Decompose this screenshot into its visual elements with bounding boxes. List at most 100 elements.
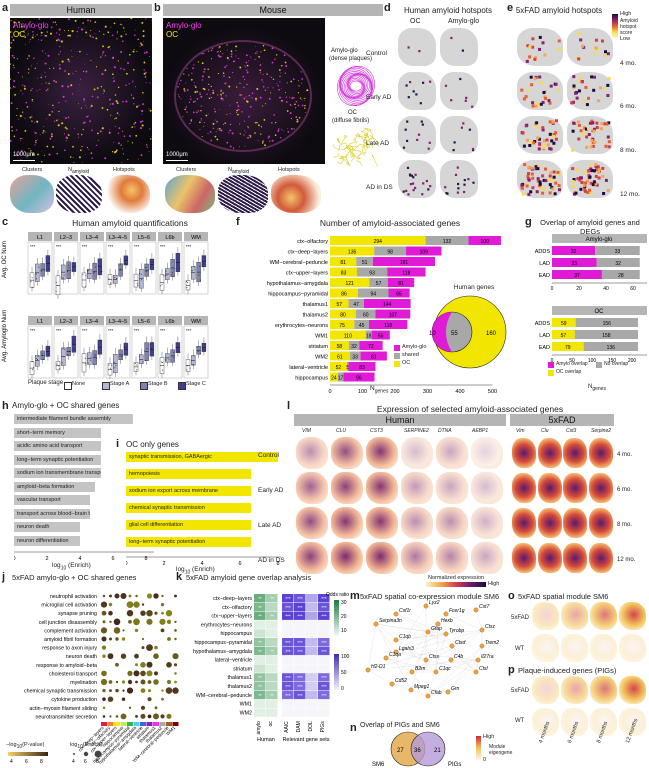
hotspot-dot [548,101,552,105]
hotspot-dots [452,122,475,152]
plaque-dot [207,68,209,70]
plaque-dot [52,146,54,148]
hotspot-dot [527,172,530,176]
layer-label: L6b [165,319,174,325]
hotspot-dot [456,191,459,194]
hotspot-dot [580,80,584,84]
hotspot-dot [543,143,546,147]
plaque-dot [301,78,304,80]
human-expression-tile [436,472,468,504]
plaque-dot [46,31,48,33]
plaque-dot [101,107,104,109]
plaque-dot [235,86,238,88]
plaque-dot [229,113,231,115]
point [33,367,34,369]
plaque-dot [183,88,186,90]
point [138,356,140,358]
plaque-dot [98,139,100,141]
plaque-dot [110,103,111,105]
j-dot [107,653,114,660]
layer-header [132,316,156,325]
m-gene-label: Fcer1g [449,608,465,614]
plaque-dot [40,34,42,36]
j-dot [115,715,119,718]
point [202,265,204,267]
hotspot-dot [583,126,587,130]
hotspot-dot [422,182,425,185]
plaque-dot [36,120,39,123]
plaque-dot [213,108,216,110]
plaque-dot [68,34,71,37]
human-expression-tile [331,507,363,539]
hotspot-dot [552,133,556,137]
hotspot-dot [532,141,536,145]
scale-label: 1000μm [13,152,35,158]
plaque-dot [141,21,144,24]
plaque-dot [145,51,148,54]
hotspot-dot [548,147,552,151]
plaque-dot [144,76,147,78]
plaque-dot [11,54,14,57]
plaque-dot [238,108,240,111]
plaque-dot [23,85,26,88]
m-gene-label: C1qb [399,634,411,640]
hotspot-dot [571,100,575,104]
hotspot-dot [406,139,409,142]
legend-swatch [596,362,602,368]
plaque-dot [197,61,199,63]
j-dot [140,713,146,719]
j-dot [154,645,158,650]
hotspot-dot [538,47,541,51]
j-dot [133,601,140,608]
plaque-dot [67,18,70,21]
point [92,272,94,274]
plaque-dot [58,102,60,104]
k-cell-green [254,664,266,673]
plaque-dot [100,86,102,88]
plaque-ring [340,71,372,101]
f-row-label: WM−cerebral−peduncle [270,260,328,266]
plaque-dot [57,38,60,40]
k-cell-green [266,611,278,620]
j-dot [135,663,138,667]
hotspot-dot [575,168,579,172]
mouse-expression-tile [537,473,562,503]
plaque-dot [194,85,196,87]
plaque-dot [10,63,11,65]
g-tick: 0 [551,358,554,364]
j-dot [128,706,132,709]
fibril-stroke [336,137,341,152]
plaque-dot [136,50,138,52]
hotspot-dot [427,147,430,150]
plaque-dot [87,19,89,22]
point [150,266,152,267]
fibril-stroke [347,141,362,157]
k-cell-purple [282,602,294,612]
hotspot-dot [530,141,534,145]
hotspot-dot [572,121,576,125]
plaque-dot [220,95,222,97]
fibril-stroke [337,153,348,165]
plaque-dot [115,149,118,152]
j-dot [174,594,177,598]
legend-label: Stage C [186,381,206,387]
h-bar: long−term synaptic potentiation [14,454,102,465]
g-nooverlap-bar [574,330,638,339]
m-gene-label: Lyz2 [429,600,440,606]
point [166,274,168,276]
f-bar-value: 81 [398,281,404,287]
k-cell-purple [318,638,330,647]
hotspot-dots [520,163,561,196]
fibril-stroke [371,154,378,166]
k-cell-purple [306,629,318,638]
plaque-dot [262,105,264,107]
plaque-dot [146,146,148,148]
hotspot-dot [603,86,606,90]
k-cell-purple [294,690,306,700]
plaque-dot [34,35,36,37]
plaque-dot [218,47,220,49]
f-bar-segment [330,351,350,361]
plaque-dot [255,99,257,101]
layer-label: WM [191,235,201,241]
